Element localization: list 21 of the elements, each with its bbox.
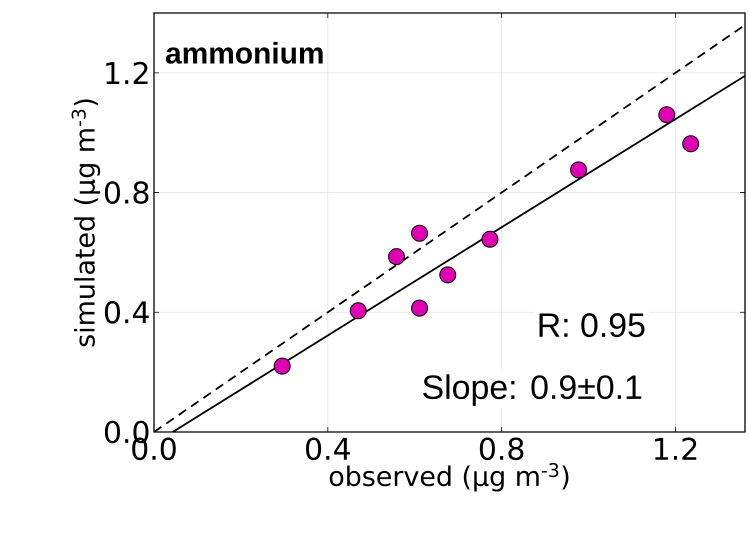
y-tick-label: 0.4: [104, 300, 149, 324]
x-tick-label: 1.2: [654, 438, 696, 460]
point: [350, 302, 367, 320]
point: [481, 230, 498, 248]
y-tick-label: 1.2: [106, 62, 148, 84]
x-axis-title: observed (μg m$^{-3}$): [330, 462, 568, 492]
annotation: Slope: 0.9±0.1: [423, 374, 642, 406]
point: [439, 266, 456, 284]
text: ammonium: [166, 42, 323, 64]
point: [658, 106, 676, 124]
point: [274, 358, 291, 375]
x-tick-label: 0.8: [480, 438, 524, 460]
point: [682, 135, 700, 152]
y-axis-title: simulated (μg m$^{-3}$): [72, 99, 100, 346]
point: [411, 300, 428, 317]
y-tick-label: 0.8: [104, 181, 148, 204]
x-tick-label: 0.4: [306, 438, 350, 460]
point: [570, 161, 588, 178]
point: [411, 224, 428, 242]
annotation: R: 0.95: [540, 313, 645, 338]
point: [388, 248, 405, 266]
